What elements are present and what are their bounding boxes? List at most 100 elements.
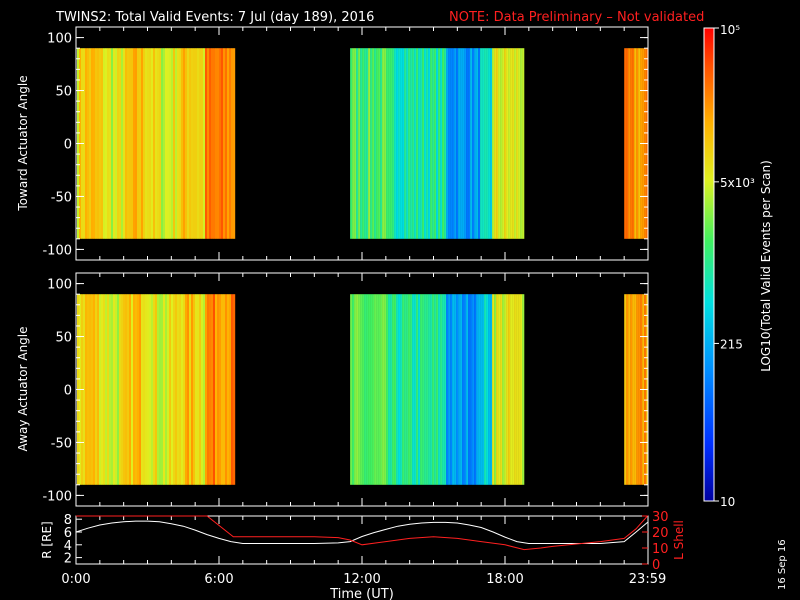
toward-heatmap-column <box>452 48 455 239</box>
away-heatmap-column <box>99 294 102 485</box>
toward-heatmap-column <box>516 48 519 239</box>
toward-heatmap-column <box>189 48 192 239</box>
away-heatmap-column <box>163 294 166 485</box>
toward-heatmap-column <box>133 48 136 239</box>
toward-heatmap-column <box>362 48 365 239</box>
toward-heatmap-column <box>143 48 146 239</box>
away-heatmap-column <box>396 294 399 485</box>
away-heatmap-column <box>209 294 212 485</box>
toward-heatmap-column <box>442 48 445 239</box>
toward-heatmap-column <box>201 48 204 239</box>
away-heatmap-column <box>354 294 357 485</box>
away-heatmap-column <box>518 294 521 485</box>
away-heatmap-column <box>197 294 200 485</box>
toward-heatmap-column <box>175 48 178 239</box>
colorbar-axis: 10 215 5x10³ 10⁵ <box>714 23 755 509</box>
lshell-tick-label: 0 <box>652 558 660 573</box>
x-tick-label: 23:59 <box>629 572 666 587</box>
toward-heatmap-column <box>127 48 130 239</box>
away-heatmap-column <box>93 294 96 485</box>
away-heatmap-column <box>195 294 198 485</box>
toward-heatmap-column <box>506 48 509 239</box>
toward-heatmap-column <box>488 48 491 239</box>
toward-heatmap-column <box>504 48 507 239</box>
date-stamp: 16 Sep 16 <box>777 539 788 590</box>
colorbar-tick-label: 215 <box>720 337 743 351</box>
away-heatmap-column <box>468 294 471 485</box>
lshell-tick-label: 10 <box>652 542 669 557</box>
toward-heatmap-column <box>219 48 222 239</box>
away-heatmap-column <box>231 294 234 485</box>
toward-heatmap-column <box>494 48 497 239</box>
toward-heatmap-column <box>205 48 208 239</box>
toward-heatmap-column <box>418 48 421 239</box>
away-heatmap-column <box>484 294 487 485</box>
chart-title: TWINS2: Total Valid Events: 7 Jul (day 1… <box>55 10 374 25</box>
toward-heatmap-column <box>388 48 391 239</box>
toward-heatmap-column <box>470 48 473 239</box>
away-heatmap-column <box>456 294 459 485</box>
toward-heatmap-column <box>412 48 415 239</box>
away-heatmap-column <box>111 294 114 485</box>
toward-heatmap-column <box>438 48 441 239</box>
away-heatmap-column <box>630 294 633 485</box>
away-heatmap-column <box>514 294 517 485</box>
colorbar-label: LOG10(Total Valid Events per Scan) <box>759 160 773 372</box>
toward-heatmap-column <box>131 48 134 239</box>
away-heatmap-column <box>432 294 435 485</box>
toward-heatmap-column <box>103 48 106 239</box>
away-heatmap-column <box>233 294 236 485</box>
toward-heatmap-column <box>159 48 162 239</box>
away-heatmap-column <box>183 294 186 485</box>
away-heatmap-column <box>151 294 154 485</box>
away-heatmap-column <box>394 294 397 485</box>
away-heatmap-column <box>221 294 224 485</box>
toward-heatmap-column <box>520 48 523 239</box>
toward-heatmap-column <box>374 48 377 239</box>
away-heatmap-column <box>378 294 381 485</box>
away-heatmap-column <box>628 294 631 485</box>
toward-heatmap-column <box>137 48 140 239</box>
away-heatmap-column <box>386 294 389 485</box>
toward-heatmap-column <box>193 48 196 239</box>
toward-heatmap-column <box>386 48 389 239</box>
away-heatmap-column <box>444 294 447 485</box>
away-heatmap-column <box>229 294 232 485</box>
away-heatmap-column <box>464 294 467 485</box>
toward-heatmap-column <box>149 48 152 239</box>
away-heatmap-column <box>165 294 168 485</box>
toward-heatmap-column <box>630 48 633 239</box>
away-heatmap-column <box>123 294 126 485</box>
away-heatmap-column <box>227 294 230 485</box>
away-heatmap-column <box>478 294 481 485</box>
toward-heatmap-column <box>119 48 122 239</box>
toward-heatmap-column <box>426 48 429 239</box>
toward-heatmap <box>77 48 649 239</box>
away-heatmap-column <box>488 294 491 485</box>
toward-heatmap-column <box>486 48 489 239</box>
away-heatmap-column <box>360 294 363 485</box>
away-heatmap-column <box>474 294 477 485</box>
toward-heatmap-column <box>181 48 184 239</box>
colorbar-tick-label: 10⁵ <box>720 23 740 37</box>
toward-heatmap-column <box>109 48 112 239</box>
away-heatmap-column <box>370 294 373 485</box>
toward-heatmap-column <box>458 48 461 239</box>
away-heatmap-column <box>149 294 152 485</box>
toward-heatmap-column <box>638 48 641 239</box>
toward-heatmap-column <box>151 48 154 239</box>
away-heatmap-column <box>420 294 423 485</box>
away-heatmap-column <box>157 294 160 485</box>
lshell-tick-label: 20 <box>652 526 669 541</box>
away-heatmap-column <box>159 294 162 485</box>
away-heatmap-column <box>502 294 505 485</box>
away-heatmap-column <box>626 294 629 485</box>
away-heatmap-column <box>470 294 473 485</box>
away-heatmap-column <box>201 294 204 485</box>
toward-heatmap-column <box>167 48 170 239</box>
away-heatmap-column <box>510 294 513 485</box>
away-heatmap-column <box>356 294 359 485</box>
away-heatmap-column <box>193 294 196 485</box>
toward-heatmap-column <box>191 48 194 239</box>
away-heatmap-column <box>634 294 637 485</box>
